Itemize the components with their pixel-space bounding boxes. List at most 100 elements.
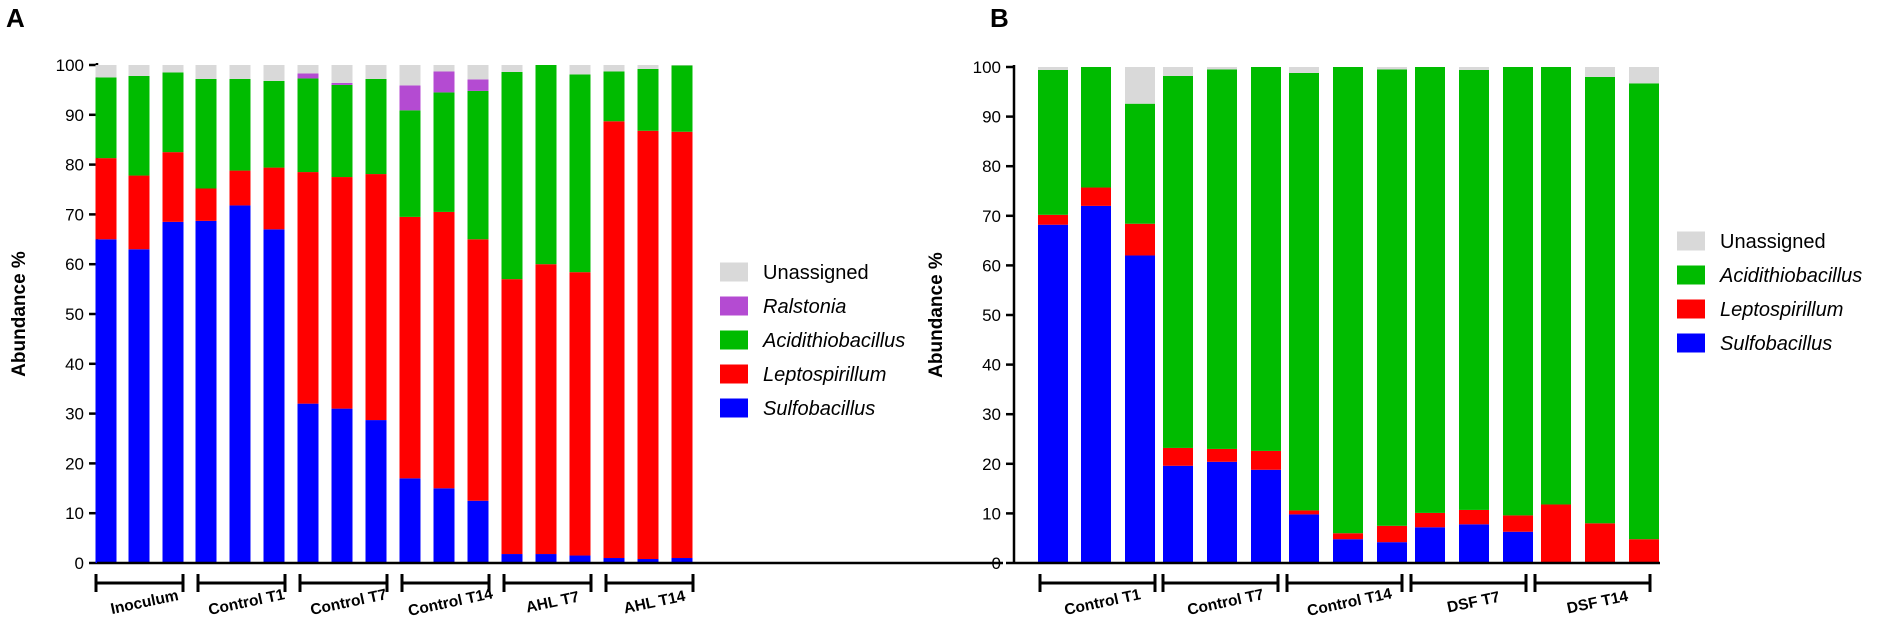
bar-segment-acidithiobacillus <box>535 65 557 265</box>
bar-segment-leptospirillum <box>1081 187 1111 206</box>
bar-segment-acidithiobacillus <box>1251 67 1281 451</box>
bar-segment-unassigned <box>501 65 523 72</box>
bar-segment-sulfobacillus <box>195 220 217 563</box>
bar-segment-sulfobacillus <box>297 403 319 563</box>
legend-label-ralstonia: Ralstonia <box>763 296 846 318</box>
bar-segment-acidithiobacillus <box>1163 75 1193 448</box>
bar-segment-unassigned <box>128 65 150 76</box>
bar-segment-acidithiobacillus <box>331 84 353 178</box>
y-tick-label: 70 <box>982 207 1001 226</box>
y-tick-label: 60 <box>65 255 84 274</box>
bar-segment-leptospirillum <box>1377 525 1407 543</box>
y-tick-label: 0 <box>75 554 84 573</box>
bar-segment-sulfobacillus <box>1038 224 1068 563</box>
bar-segment-unassigned <box>1038 67 1068 70</box>
bar-segment-acidithiobacillus <box>1333 67 1363 534</box>
bar-segment-sulfobacillus <box>95 239 117 564</box>
legend-swatch-unassigned <box>1677 231 1705 251</box>
bar-segment-acidithiobacillus <box>1289 72 1319 511</box>
bar-segment-leptospirillum <box>1289 510 1319 515</box>
bar-segment-sulfobacillus <box>229 205 251 563</box>
bar-segment-acidithiobacillus <box>1415 67 1445 513</box>
legend-swatch-ralstonia <box>720 296 748 316</box>
bar-segment-unassigned <box>1207 67 1237 70</box>
bar-segment-sulfobacillus <box>603 558 625 563</box>
bar-segment-acidithiobacillus <box>1629 83 1659 540</box>
bar-segment-acidithiobacillus <box>1207 69 1237 449</box>
group-label: DSF T7 <box>1446 589 1502 617</box>
bar-segment-leptospirillum <box>399 216 421 479</box>
bar-segment-acidithiobacillus <box>1377 69 1407 526</box>
bar-segment-unassigned <box>365 65 387 79</box>
panel-label: B <box>990 3 1009 33</box>
bar-segment-unassigned <box>467 65 489 80</box>
bar-segment-leptospirillum <box>603 121 625 559</box>
bar-segment-sulfobacillus <box>1125 255 1155 564</box>
bar-segment-leptospirillum <box>1503 515 1533 532</box>
bar-segment-acidithiobacillus <box>501 71 523 280</box>
bar-segment-sulfobacillus <box>1459 524 1489 563</box>
bar-segment-ralstonia <box>433 71 455 93</box>
bar-segment-acidithiobacillus <box>1585 76 1615 524</box>
bar-segment-leptospirillum <box>433 211 455 489</box>
bar-segment-sulfobacillus <box>263 229 285 563</box>
legend-swatch-acidithiobacillus <box>720 330 748 350</box>
bar-segment-unassigned <box>1585 67 1615 77</box>
y-tick-label: 0 <box>992 554 1001 573</box>
legend-label-leptospirillum: Leptospirillum <box>763 364 886 386</box>
bar-segment-sulfobacillus <box>1251 469 1281 563</box>
bar-segment-acidithiobacillus <box>297 78 319 173</box>
bar-segment-sulfobacillus <box>1415 527 1445 563</box>
bar-segment-leptospirillum <box>1251 450 1281 470</box>
bar-segment-leptospirillum <box>671 131 693 559</box>
bar-segment-leptospirillum <box>365 174 387 421</box>
bar-segment-sulfobacillus <box>467 500 489 563</box>
bar-segment-unassigned <box>603 65 625 72</box>
y-tick-label: 40 <box>982 356 1001 375</box>
group-label: Control T7 <box>309 586 388 619</box>
group-label: Inoculum <box>109 587 180 618</box>
bar-segment-sulfobacillus <box>365 420 387 563</box>
bar-segment-leptospirillum <box>569 272 591 556</box>
bar-segment-acidithiobacillus <box>1541 67 1571 505</box>
y-tick-label: 10 <box>982 504 1001 523</box>
bar-segment-sulfobacillus <box>1377 542 1407 563</box>
bar-segment-unassigned <box>95 65 117 78</box>
bar-segment-unassigned <box>162 65 184 73</box>
bar-segment-sulfobacillus <box>501 554 523 563</box>
group-label: DSF T14 <box>1565 588 1630 618</box>
bar-segment-acidithiobacillus <box>162 72 184 153</box>
legend-label-leptospirillum: Leptospirillum <box>1720 299 1843 321</box>
bar-segment-acidithiobacillus <box>433 92 455 212</box>
legend-label-unassigned: Unassigned <box>763 262 869 284</box>
bar-segment-acidithiobacillus <box>128 75 150 176</box>
group-label: Control T14 <box>407 585 495 620</box>
bar-segment-leptospirillum <box>501 279 523 555</box>
bar-segment-leptospirillum <box>1585 523 1615 563</box>
bar-segment-acidithiobacillus <box>195 78 217 189</box>
y-tick-label: 40 <box>65 355 84 374</box>
bar-segment-ralstonia <box>467 79 489 91</box>
y-tick-label: 50 <box>65 305 84 324</box>
bar-segment-acidithiobacillus <box>1459 69 1489 510</box>
y-tick-label: 50 <box>982 306 1001 325</box>
legend-label-sulfobacillus: Sulfobacillus <box>763 398 875 420</box>
bar-segment-acidithiobacillus <box>603 71 625 122</box>
bar-segment-leptospirillum <box>195 188 217 221</box>
bar-segment-ralstonia <box>399 85 421 111</box>
bar-segment-acidithiobacillus <box>671 65 693 132</box>
legend-swatch-leptospirillum <box>720 364 748 384</box>
bar-segment-sulfobacillus <box>331 408 353 563</box>
bar-segment-unassigned <box>1459 67 1489 70</box>
bar-segment-sulfobacillus <box>162 221 184 563</box>
y-tick-label: 30 <box>982 405 1001 424</box>
bar-segment-leptospirillum <box>128 175 150 250</box>
bar-segment-sulfobacillus <box>1207 461 1237 563</box>
bar-segment-acidithiobacillus <box>569 74 591 273</box>
group-label: AHL T14 <box>622 588 687 618</box>
bar-segment-leptospirillum <box>1629 539 1659 563</box>
bar-segment-unassigned <box>1163 67 1193 76</box>
bar-segment-unassigned <box>297 65 319 74</box>
bar-segment-acidithiobacillus <box>229 78 251 171</box>
